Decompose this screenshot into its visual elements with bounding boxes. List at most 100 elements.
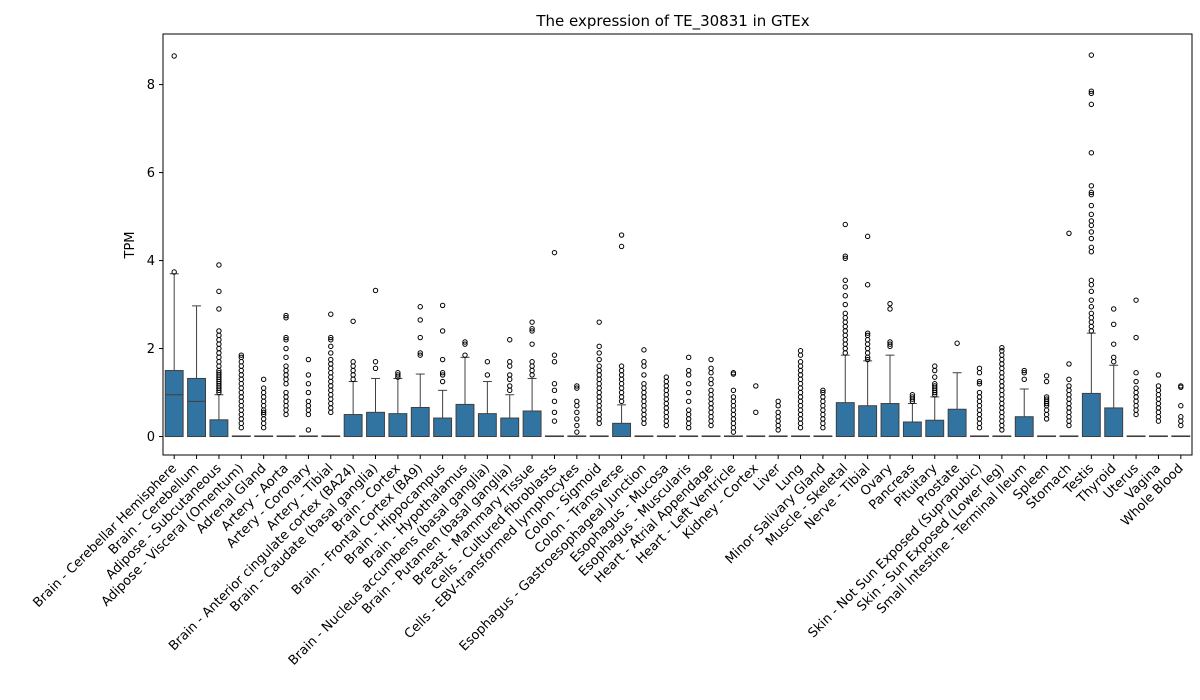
outlier-point bbox=[775, 414, 781, 420]
outlier-point bbox=[708, 396, 714, 402]
box-iqr bbox=[880, 403, 900, 438]
box-group bbox=[612, 232, 632, 438]
outlier-point bbox=[999, 370, 1005, 376]
outlier-point bbox=[685, 381, 692, 387]
outlier-point bbox=[1043, 416, 1050, 422]
box-iqr bbox=[858, 405, 878, 438]
outlier-point bbox=[976, 394, 983, 400]
outlier-point bbox=[238, 381, 244, 387]
outlier-point bbox=[999, 392, 1005, 398]
box-iqr bbox=[835, 402, 855, 438]
outlier-point bbox=[1066, 400, 1072, 407]
outlier-point bbox=[1043, 396, 1050, 402]
box-group bbox=[1081, 52, 1101, 438]
outlier-point bbox=[1066, 409, 1072, 416]
outlier-point bbox=[708, 392, 714, 398]
outlier-point bbox=[171, 53, 177, 59]
box-group bbox=[1126, 297, 1146, 438]
outlier-point bbox=[1066, 361, 1072, 367]
outlier-point bbox=[529, 372, 535, 378]
outlier-point bbox=[1133, 297, 1139, 303]
outlier-point bbox=[283, 334, 289, 341]
outlier-point bbox=[999, 348, 1005, 354]
outlier-point bbox=[238, 363, 244, 369]
outlier-point bbox=[685, 416, 692, 422]
outlier-point bbox=[439, 356, 446, 363]
outlier-point bbox=[842, 255, 848, 262]
outlier-point bbox=[529, 326, 535, 332]
box-group bbox=[947, 340, 967, 438]
outlier-point bbox=[462, 352, 468, 358]
outlier-point bbox=[238, 385, 244, 391]
outlier-point bbox=[999, 361, 1005, 367]
outlier-point bbox=[238, 354, 244, 361]
outlier-point bbox=[305, 381, 312, 387]
outlier-point bbox=[663, 374, 670, 380]
outlier-point bbox=[1178, 414, 1184, 420]
outlier-point bbox=[797, 381, 804, 387]
outlier-point bbox=[663, 387, 670, 394]
outlier-point bbox=[708, 409, 714, 416]
outlier-point bbox=[1088, 244, 1095, 251]
outlier-point bbox=[887, 339, 893, 345]
outlier-point bbox=[797, 348, 804, 354]
outlier-point bbox=[1021, 370, 1027, 376]
outlier-point bbox=[753, 409, 759, 416]
outlier-point bbox=[999, 356, 1005, 363]
box-iqr bbox=[925, 419, 945, 438]
box-iqr bbox=[500, 417, 520, 438]
outlier-point bbox=[618, 372, 625, 378]
outlier-point bbox=[1043, 411, 1050, 418]
outlier-point bbox=[641, 347, 647, 353]
outlier-point bbox=[260, 425, 267, 431]
outlier-point bbox=[551, 249, 558, 256]
outlier-point bbox=[529, 367, 535, 374]
y-axis: 0 2 4 6 8 bbox=[147, 78, 163, 445]
box-group bbox=[656, 374, 676, 438]
outlier-point bbox=[238, 425, 244, 431]
outlier-point bbox=[328, 365, 334, 372]
outlier-point bbox=[954, 340, 960, 346]
outlier-point bbox=[283, 411, 289, 418]
outlier-point bbox=[976, 389, 983, 396]
outlier-point bbox=[820, 416, 826, 422]
outlier-point bbox=[328, 387, 334, 394]
outlier-point bbox=[596, 398, 602, 405]
box-group bbox=[1104, 306, 1124, 438]
outlier-point bbox=[551, 418, 558, 424]
box-group bbox=[209, 262, 229, 438]
outlier-point bbox=[439, 372, 446, 378]
outlier-point bbox=[864, 341, 871, 347]
outlier-point bbox=[663, 392, 670, 398]
outlier-point bbox=[1088, 88, 1095, 94]
outlier-point bbox=[641, 416, 647, 422]
outlier-point bbox=[596, 403, 602, 409]
outlier-point bbox=[328, 356, 334, 363]
outlier-point bbox=[999, 422, 1005, 429]
outlier-point bbox=[976, 370, 983, 376]
outlier-point bbox=[797, 376, 804, 383]
box-group bbox=[746, 383, 766, 438]
outlier-point bbox=[864, 282, 871, 288]
outlier-point bbox=[999, 405, 1005, 411]
outlier-point bbox=[1043, 407, 1050, 413]
box-group bbox=[835, 221, 855, 438]
outlier-point bbox=[439, 378, 446, 385]
outlier-point bbox=[775, 422, 781, 429]
outlier-point bbox=[708, 418, 714, 424]
outlier-point bbox=[328, 400, 334, 407]
outlier-point bbox=[596, 407, 602, 413]
outlier-point bbox=[820, 387, 826, 394]
outlier-point bbox=[999, 365, 1005, 372]
outlier-point bbox=[797, 367, 804, 374]
outlier-point bbox=[842, 315, 848, 321]
y-axis-label: TPM bbox=[123, 232, 138, 260]
outlier-point bbox=[864, 330, 871, 336]
outlier-point bbox=[529, 359, 535, 365]
box-group bbox=[477, 359, 497, 438]
outlier-point bbox=[864, 356, 871, 363]
outlier-point bbox=[1111, 341, 1117, 347]
outlier-point bbox=[238, 411, 244, 418]
outlier-point bbox=[1178, 418, 1184, 424]
outlier-point bbox=[797, 359, 804, 365]
